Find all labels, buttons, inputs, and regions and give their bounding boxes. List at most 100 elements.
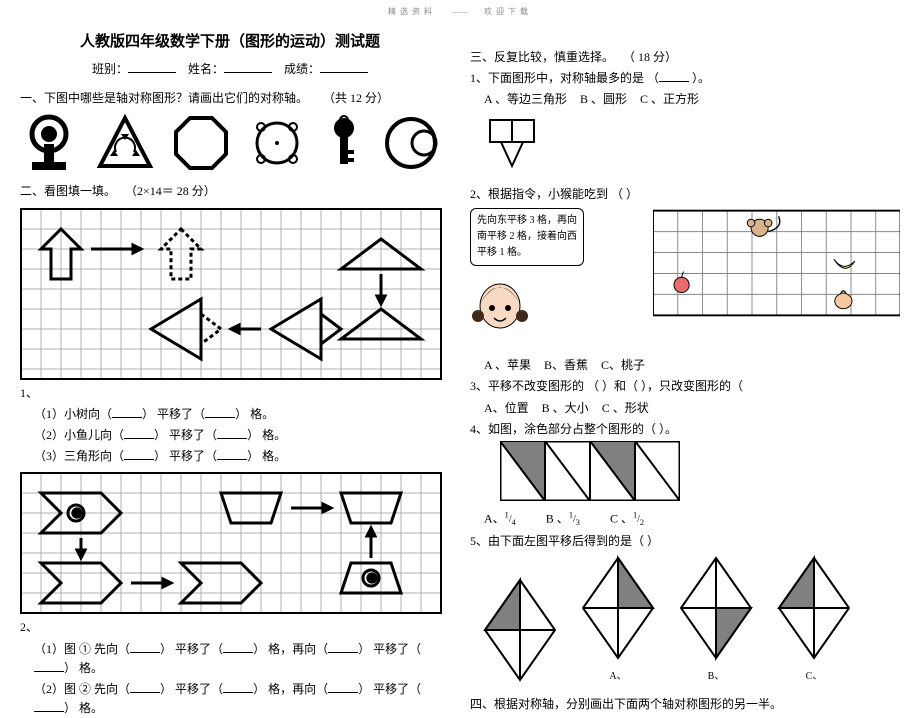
blank-name	[224, 60, 272, 73]
q2-p1-3a: （3）三角形向	[34, 449, 112, 463]
q3-heading: 三、反复比较，慎重选择。	[470, 50, 614, 64]
info-line: 班别： 姓名： 成绩：	[20, 60, 440, 79]
q3-s1c: C 、正方形	[640, 92, 699, 106]
q2-heading-row: 二、看图填一填。 （2×14＝ 28 分）	[20, 182, 440, 201]
q2-p1-2c: 格。	[262, 428, 286, 442]
q2-p1-3c: 格。	[262, 449, 286, 463]
b14	[34, 699, 64, 712]
s5-a: A、	[578, 553, 658, 685]
s4bl: B 、	[546, 511, 569, 525]
s5-b: B、	[676, 553, 756, 685]
q2-grid-1	[20, 208, 442, 380]
q1-shape-5	[324, 114, 364, 172]
q1-shape-3	[172, 114, 230, 172]
q2-p2-2c: 格，再向	[268, 682, 316, 696]
q1-points: （共 12 分）	[323, 91, 389, 105]
s4al: A、	[484, 511, 505, 525]
b3	[124, 426, 154, 439]
q3-s3: 3、平移不改变图形的 （ ）和（ ），只改变图形的（	[470, 377, 900, 396]
f3: 1/2	[633, 514, 644, 525]
q4-heading: 四、根据对称轴，分别画出下面两个轴对称图形的另一半。	[470, 695, 900, 714]
label-class: 班别：	[92, 62, 128, 76]
b4	[217, 426, 247, 439]
lblA: A、	[578, 669, 658, 685]
b-q3-1	[659, 69, 689, 82]
q2-p1-1a: （1）小树向	[34, 407, 100, 421]
lblC: C、	[774, 669, 854, 685]
q1-figures	[20, 114, 440, 172]
q3-s2: 2、根据指令，小猴能吃到 （ ）	[470, 185, 900, 204]
q2-p1-1c: 格。	[250, 407, 274, 421]
b12	[223, 680, 253, 693]
q3-s5: 5、由下面左图平移后得到的是（ ）	[470, 532, 900, 551]
s5-c-fig	[774, 553, 854, 663]
hdr-right: 欢迎下载	[484, 7, 532, 16]
q3-s2-figure-wrap: 先向东平移 3 格，再向南平移 2 格，接着向西平移 1 格。	[470, 208, 900, 352]
q3-s2a: A 、苹果	[484, 358, 531, 372]
q2-grid-2: ① ②	[20, 472, 442, 614]
q2-p2-2: （2）图 ② 先向（） 平移了（） 格，再向（） 平移了（） 格。	[34, 680, 440, 718]
q2-p2-2b: 平移了	[175, 682, 211, 696]
b1	[112, 405, 142, 418]
b7	[130, 640, 160, 653]
q2-p2-1b: 平移了	[175, 642, 211, 656]
q3-s2b: B、香蕉	[544, 358, 588, 372]
q3-s1b: B 、圆形	[580, 92, 627, 106]
q2-p2-lines: （1）图 ① 先向（） 平移了（） 格，再向（） 平移了（） 格。 （2）图 ②…	[20, 640, 440, 718]
q1-heading-row: 一、下图中哪些是轴对称图形？请画出它们的对称轴。 （共 12 分）	[20, 89, 440, 108]
q2-p1-3: （3）三角形向（） 平移了（） 格。	[34, 447, 440, 466]
left-column: 人教版四年级数学下册（图形的运动）测试题 班别： 姓名： 成绩： 一、下图中哪些…	[0, 0, 460, 715]
q3-s1-choices: A 、等边三角形 B 、圆形 C 、正方形	[470, 90, 900, 109]
q2-p2-1d: 平移了	[373, 642, 409, 656]
q3-s4-figure	[500, 441, 680, 501]
label-score: 成绩：	[284, 62, 320, 76]
fn1: 1	[505, 511, 509, 520]
q3-s4b: B 、1/3	[546, 509, 580, 530]
q3-s1-figure	[484, 116, 544, 171]
q3-s3c: C 、形状	[602, 401, 649, 415]
b13	[328, 680, 358, 693]
doc-title: 人教版四年级数学下册（图形的运动）测试题	[20, 30, 440, 54]
right-column: 三、反复比较，慎重选择。 （ 18 分） 1、下面图形中，对称轴最多的是 （ ）…	[460, 0, 920, 715]
q3-s4-choices: A、1/4 B 、1/3 C 、1/2	[470, 509, 900, 530]
q1-shape-6	[382, 114, 440, 172]
s5-b-fig	[676, 553, 756, 663]
q3-s1-text: 1、下面图形中，对称轴最多的是	[470, 71, 644, 85]
label-name: 姓名：	[188, 62, 224, 76]
girl-and-speech: 先向东平移 3 格，再向南平移 2 格，接着向西平移 1 格。	[470, 208, 639, 352]
q2-p1-3b: 平移了	[169, 449, 205, 463]
q3-s2c: C、桃子	[601, 358, 645, 372]
q3-points: （ 18 分）	[623, 50, 677, 64]
fn2: 1	[569, 511, 573, 520]
b9	[328, 640, 358, 653]
hdr-left: 精选资料	[388, 7, 436, 16]
s5-orig	[480, 575, 560, 685]
fd3: 2	[640, 518, 644, 527]
q3-s3-choices: A、位置 B 、大小 C 、形状	[470, 399, 900, 418]
q2-p2-1a: （1）图 ① 先向	[34, 642, 118, 656]
q2-points: （2×14＝ 28 分）	[125, 184, 216, 198]
b6	[217, 447, 247, 460]
q3-s1: 1、下面图形中，对称轴最多的是 （ ）。	[470, 69, 900, 88]
svg-text:①: ①	[72, 508, 82, 520]
q2-p1-lines: （1）小树向（） 平移了（） 格。 （2）小鱼儿向（） 平移了（） 格。 （3）…	[20, 405, 440, 467]
q3-s2-choices: A 、苹果 B、香蕉 C、桃子	[470, 356, 900, 375]
svg-text:②: ②	[367, 573, 377, 585]
q1-heading: 一、下图中哪些是轴对称图形？请画出它们的对称轴。	[20, 91, 308, 105]
lblB: B、	[676, 669, 756, 685]
speech-bubble: 先向东平移 3 格，再向南平移 2 格，接着向西平移 1 格。	[470, 208, 584, 266]
fd1: 4	[512, 518, 516, 527]
b5	[124, 447, 154, 460]
monkey-grid	[653, 208, 901, 318]
hdr-sep: ——	[452, 7, 468, 16]
q2-p2-1c: 格，再向	[268, 642, 316, 656]
q3-s5-figures: A、 B、 C、	[480, 553, 900, 685]
q3-s1a: A 、等边三角形	[484, 92, 567, 106]
blank-class	[128, 60, 176, 73]
b11	[130, 680, 160, 693]
q3-s3a: A、位置	[484, 401, 529, 415]
q2-p1-1b: 平移了	[157, 407, 193, 421]
q2-p2-1: （1）图 ① 先向（） 平移了（） 格，再向（） 平移了（） 格。	[34, 640, 440, 678]
s5-a-fig	[578, 553, 658, 663]
page: 人教版四年级数学下册（图形的运动）测试题 班别： 姓名： 成绩： 一、下图中哪些…	[0, 0, 920, 715]
